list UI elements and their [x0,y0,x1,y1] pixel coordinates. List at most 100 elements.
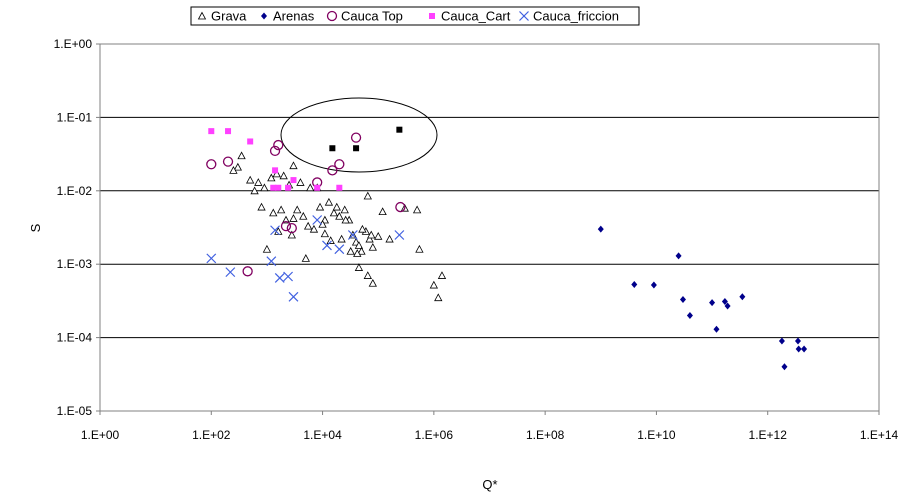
data-point [336,184,343,191]
data-point [326,236,335,244]
data-point [679,296,686,304]
data-point [778,337,785,345]
legend-item: Arenas [261,9,315,24]
data-point [290,177,297,184]
highlight-ellipse [280,97,438,173]
data-point [242,266,253,277]
legend: Grava Arenas Cauca Top Cauca_Cart Cauca_fric… [190,6,640,26]
data-point [293,205,302,214]
data-point [279,171,288,180]
data-point [334,159,345,170]
data-point [434,293,443,302]
data-point [709,299,716,307]
data-point [285,184,292,191]
y-axis-title: S [28,223,43,232]
data-point [324,197,334,206]
data-point [287,230,296,239]
y-tick-label: 1.E-04 [57,331,93,345]
legend-label: Grava [211,9,247,24]
data-point [272,167,279,174]
data-point [276,205,286,214]
x-tick-label: 1.E+08 [526,428,565,442]
data-point [363,271,372,279]
data-point [267,173,276,182]
data-point [296,178,305,186]
y-tick-label: 1.E-05 [57,404,93,418]
legend-item: Cauca_Cart [429,9,511,24]
data-point [332,202,341,211]
data-point [801,345,808,353]
data-point [312,215,323,225]
data-point [795,345,802,353]
data-point [357,246,366,255]
data-point [374,231,383,240]
data-point [367,230,376,239]
data-point [368,242,377,251]
legend-marker [429,13,435,19]
data-point [354,241,364,249]
data-point [429,280,439,289]
legend-frame [190,6,640,26]
data-point [301,254,310,262]
data-point [262,244,272,253]
data-point [286,222,297,234]
data-point [288,291,299,302]
data-point [358,224,367,233]
legend-label: Arenas [273,9,315,24]
data-point [250,186,259,195]
x-tick-label: 1.E+04 [303,428,342,442]
data-point [260,183,269,192]
series-highlighted [329,126,403,152]
data-point [385,234,394,243]
data-point [341,215,350,224]
legend-marker [261,12,267,20]
data-point [335,211,344,220]
data-point [314,184,321,191]
data-point [329,145,336,152]
data-point [273,139,284,151]
data-point [322,240,332,251]
series-grava [229,151,447,302]
legend-label: Cauca Top [341,9,403,24]
y-tick-label: 1.E-01 [57,110,93,124]
data-point [208,128,215,135]
data-point [350,132,362,143]
data-point [675,252,682,260]
data-point [289,214,298,222]
y-tick-label: 1.E+00 [54,37,93,51]
x-tick-label: 1.E+06 [415,428,454,442]
data-point [309,224,319,233]
data-point [289,161,298,170]
series-arenas [597,225,808,371]
data-point [225,267,236,278]
legend-marker [326,10,338,22]
data-point [233,162,243,171]
y-tick-label: 1.E-02 [57,184,93,198]
data-point [597,225,604,233]
legend-marker [197,11,207,20]
data-point [713,325,720,333]
data-point [394,230,405,240]
data-point [299,211,308,220]
data-point [327,165,338,176]
x-tick-label: 1.E+02 [192,428,231,442]
plot-area-frame [99,43,880,412]
data-point [650,281,657,289]
data-points [206,126,808,371]
series-cauca-top [206,132,406,277]
data-point [337,234,346,243]
data-point [225,128,232,135]
data-point [724,302,731,310]
legend-marker [519,11,529,21]
data-point [206,253,217,264]
data-point [229,165,238,174]
data-point [412,205,422,214]
data-point [254,178,263,186]
data-point [269,145,281,157]
legend-item: Cauca_friccion [519,9,619,24]
grid-lines [100,116,879,339]
data-point [363,191,372,200]
x-tick-label: 1.E+10 [637,428,676,442]
data-point [206,159,217,170]
